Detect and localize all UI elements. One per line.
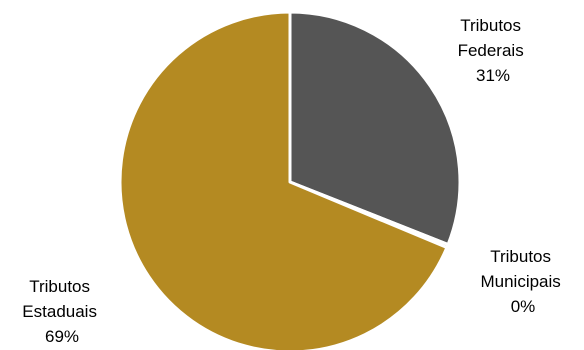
label-tributos-municipais: Tributos Municipais 0% bbox=[480, 247, 565, 316]
pie-slices bbox=[118, 10, 462, 350]
slice-tributos-federais bbox=[288, 10, 462, 247]
label-tributos-estaduais: Tributos Estaduais 69% bbox=[22, 277, 101, 346]
slice-tributos-estaduais bbox=[118, 10, 449, 350]
label-tributos-federais: Tributos Federais 31% bbox=[458, 16, 529, 85]
